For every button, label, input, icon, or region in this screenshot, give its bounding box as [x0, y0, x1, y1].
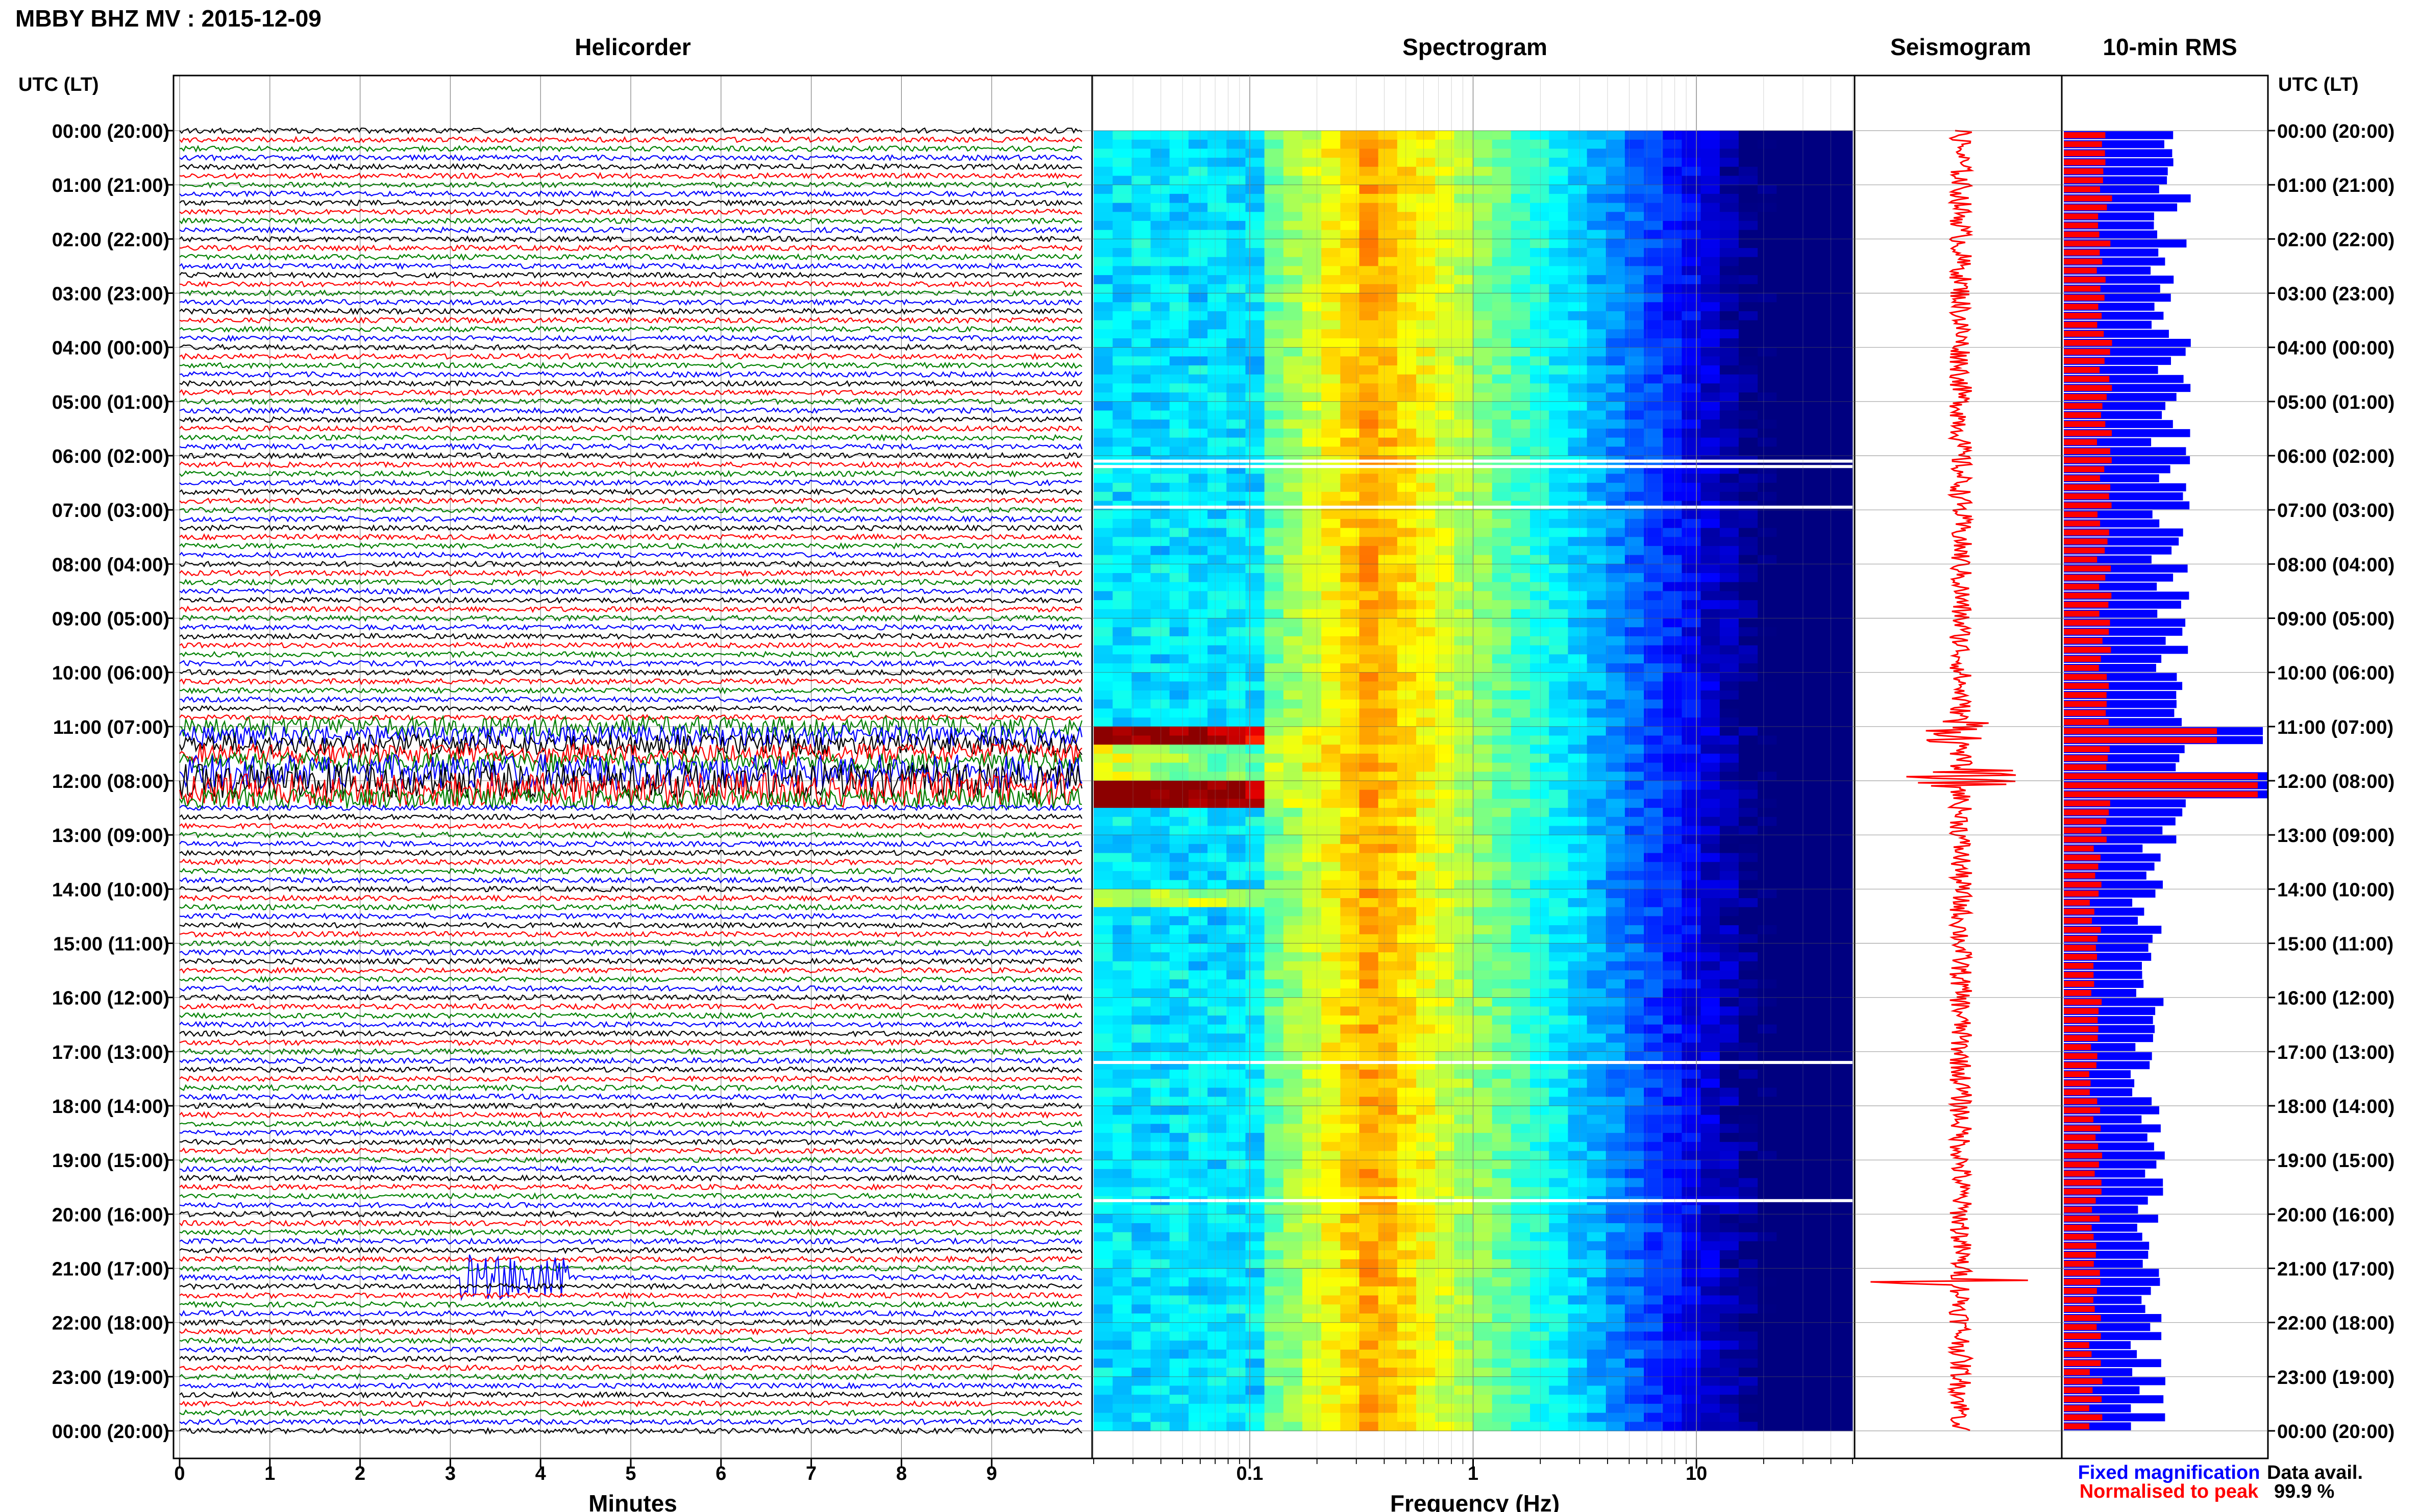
minute-tick-label: 9 [986, 1463, 997, 1484]
data-avail-value: 99.9 % [2274, 1481, 2334, 1502]
time-label-left: 23:00 (19:00) [52, 1367, 169, 1389]
minutes-axis-label: Minutes [588, 1490, 677, 1512]
time-label-right: 11:00 (07:00) [2277, 717, 2393, 738]
time-label-right: 19:00 (15:00) [2277, 1150, 2395, 1172]
time-label-right: 00:00 (20:00) [2277, 1421, 2395, 1443]
time-label-left: 17:00 (13:00) [52, 1042, 169, 1063]
minute-tick-label: 6 [715, 1463, 726, 1484]
time-label-left: 14:00 (10:00) [52, 879, 169, 901]
time-label-right: 18:00 (14:00) [2277, 1096, 2395, 1118]
time-label-left: 18:00 (14:00) [52, 1096, 169, 1118]
legend-normalised-to-peak: Normalised to peak [2080, 1481, 2259, 1502]
time-label-left: 20:00 (16:00) [52, 1204, 169, 1226]
frequency-tick-label: 1 [1468, 1463, 1478, 1484]
time-label-left: 08:00 (04:00) [52, 554, 169, 576]
time-label-left: 16:00 (12:00) [52, 988, 169, 1009]
time-label-right: 08:00 (04:00) [2277, 554, 2395, 576]
time-label-left: 02:00 (22:00) [52, 229, 169, 251]
time-label-left: 15:00 (11:00) [53, 934, 169, 955]
time-label-left: 00:00 (20:00) [52, 1421, 169, 1443]
time-label-right: 20:00 (16:00) [2277, 1204, 2395, 1226]
minute-tick-label: 4 [535, 1463, 546, 1484]
time-label-left: 22:00 (18:00) [52, 1313, 169, 1334]
time-label-left: 03:00 (23:00) [52, 284, 169, 305]
time-label-right: 01:00 (21:00) [2277, 175, 2395, 196]
rms-bars [2064, 131, 2268, 1430]
time-label-right: 17:00 (13:00) [2277, 1042, 2395, 1063]
time-label-right: 13:00 (09:00) [2277, 825, 2395, 847]
data-avail-label: Data avail. [2267, 1462, 2363, 1483]
minute-tick-label: 0 [174, 1463, 185, 1484]
time-label-right: 07:00 (03:00) [2277, 500, 2395, 522]
time-label-left: 07:00 (03:00) [52, 500, 169, 522]
minute-tick-label: 8 [896, 1463, 907, 1484]
time-label-left: 13:00 (09:00) [52, 825, 169, 847]
time-label-right: 02:00 (22:00) [2277, 229, 2395, 251]
time-label-right: 22:00 (18:00) [2277, 1313, 2395, 1334]
time-label-left: 01:00 (21:00) [52, 175, 169, 196]
time-label-right: 14:00 (10:00) [2277, 879, 2395, 901]
time-label-right: 05:00 (01:00) [2277, 392, 2395, 413]
axis-labels: 00:00 (20:00) 00:00 (20:00) 01:00 (21:00) 0… [52, 121, 2395, 1484]
panel-frames [166, 75, 2275, 1469]
time-label-right: 10:00 (06:00) [2277, 663, 2395, 684]
page-title: MBBY BHZ MV : 2015-12-09 [15, 5, 322, 32]
frequency-axis-label: Frequency (Hz) [1390, 1490, 1560, 1512]
time-label-left: 21:00 (17:00) [52, 1259, 169, 1280]
time-label-left: 12:00 (08:00) [52, 771, 169, 792]
time-label-left: 00:00 (20:00) [52, 121, 169, 142]
minute-tick-label: 3 [445, 1463, 456, 1484]
legend-fixed-magnification: Fixed magnification [2078, 1462, 2260, 1483]
time-label-left: 10:00 (06:00) [52, 663, 169, 684]
time-label-left: 06:00 (02:00) [52, 446, 169, 467]
time-label-right: 15:00 (11:00) [2277, 934, 2393, 955]
time-label-right: 06:00 (02:00) [2277, 446, 2395, 467]
time-label-left: 09:00 (05:00) [52, 609, 169, 630]
time-label-right: 16:00 (12:00) [2277, 988, 2395, 1009]
time-label-right: 04:00 (00:00) [2277, 338, 2395, 359]
time-label-left: 19:00 (15:00) [52, 1150, 169, 1172]
frequency-tick-label: 10 [1686, 1463, 1707, 1484]
left-time-axis-label: UTC (LT) [18, 74, 99, 95]
minute-tick-label: 1 [264, 1463, 275, 1484]
time-label-left: 11:00 (07:00) [53, 717, 169, 738]
minute-tick-label: 5 [625, 1463, 636, 1484]
rms-title: 10-min RMS [2103, 34, 2237, 60]
time-label-left: 05:00 (01:00) [52, 392, 169, 413]
time-label-right: 12:00 (08:00) [2277, 771, 2395, 792]
minute-tick-label: 7 [806, 1463, 817, 1484]
right-time-axis-label: UTC (LT) [2278, 74, 2359, 95]
helicorder-title: Helicorder [575, 34, 691, 60]
time-label-right: 23:00 (19:00) [2277, 1367, 2395, 1389]
time-label-right: 09:00 (05:00) [2277, 609, 2395, 630]
time-label-right: 21:00 (17:00) [2277, 1259, 2395, 1280]
frequency-tick-label: 0.1 [1236, 1463, 1263, 1484]
time-label-right: 00:00 (20:00) [2277, 121, 2395, 142]
time-label-right: 03:00 (23:00) [2277, 284, 2395, 305]
time-label-left: 04:00 (00:00) [52, 338, 169, 359]
spectrogram-title: Spectrogram [1402, 34, 1547, 60]
seismogram-title: Seismogram [1890, 34, 2031, 60]
minute-tick-label: 2 [355, 1463, 365, 1484]
